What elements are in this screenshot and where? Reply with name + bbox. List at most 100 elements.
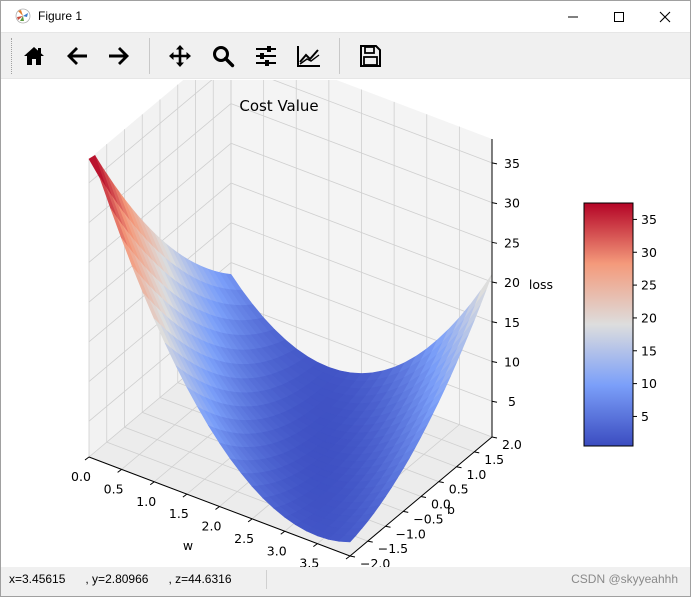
x-tick-label: 2.0 [202,519,222,534]
status-separator [266,570,267,589]
y-tick-label: −1.5 [378,541,408,556]
z-tick-label: 10 [504,355,520,370]
y-tick [349,555,356,558]
status-bar: x=3.45615 , y=2.80966 , z=44.6316 CSDN @… [1,567,690,596]
x-tick [345,555,351,560]
colorbar-tick-label: 35 [641,212,657,227]
z-tick [491,162,498,165]
magnifier-icon [213,46,235,68]
zoom-button[interactable] [207,40,239,72]
grid-line [230,142,493,243]
x-tick [149,481,155,486]
forward-button[interactable] [103,40,135,72]
grid-line [230,222,493,323]
y-tick-label: −0.5 [413,511,443,526]
figure-canvas[interactable]: 0.00.51.01.52.02.53.03.54.0−2.0−1.5−1.0−… [10,40,682,583]
x-tick-label: 1.0 [136,494,156,509]
maximize-button[interactable] [596,1,642,32]
z-tick-label: 35 [504,156,520,171]
close-button[interactable] [642,1,688,32]
y-tick [367,540,373,543]
x-tick [280,530,286,535]
colorbar-gradient [583,202,634,447]
home-icon [24,47,44,65]
y-tick-label: 0.0 [431,497,451,512]
x-tick [117,468,122,473]
y-tick-label: 1.0 [467,467,487,482]
z-axis-label: loss [529,277,553,292]
surface-patch [338,535,357,543]
y-tick-label: −2.0 [360,556,390,567]
matplotlib-logo-icon [15,8,31,24]
x-tick [313,543,318,548]
cursor-coordinates: x=3.45615 , y=2.80966 , z=44.6316 [9,572,232,586]
x-tick-label: 0.5 [104,481,124,496]
back-button[interactable] [61,40,93,72]
x-tick-label: 1.5 [169,506,189,521]
x-axis-label: w [183,538,193,553]
x-tick [182,493,188,498]
colorbar-tick-label: 20 [641,310,657,325]
axes-ticks: 0.00.51.01.52.02.53.03.54.0−2.0−1.5−1.0−… [71,156,522,583]
z-tick-label: 25 [504,235,520,250]
y-tick [420,496,427,498]
z-tick [491,361,498,363]
grid-line [88,63,232,184]
y-tick-label: 0.5 [449,482,469,497]
z-tick-label: 20 [504,275,520,290]
edit-axis-button[interactable] [293,40,325,72]
colorbar-tick-label: 5 [641,409,649,424]
colorbar: 5 10 15 20 25 30 35 [583,202,657,447]
chart-title: Cost Value [239,97,318,115]
window-title: Figure 1 [38,9,83,23]
floppy-disk-icon [360,45,381,67]
surface-plot-3d[interactable]: 0.00.51.01.52.02.53.03.54.0−2.0−1.5−1.0−… [10,40,682,583]
x-tick-label: 2.5 [234,531,254,546]
colorbar-tick-label: 15 [641,343,657,358]
y-tick [403,510,409,513]
navigation-toolbar [1,32,690,79]
z-tick [491,202,498,205]
y-tick-label: 2.0 [502,437,522,452]
y-tick-label: 1.5 [484,452,504,467]
sliders-icon [256,46,276,66]
colorbar-tick-label: 10 [641,376,657,391]
save-figure-button[interactable] [354,40,386,72]
colorbar-tick-label: 25 [641,278,657,293]
toolbar-grip[interactable] [11,38,14,74]
grid-line [230,63,493,164]
y-tick-label: −1.0 [396,526,426,541]
y-tick [385,525,391,528]
arrow-left-icon [67,47,87,65]
colorbar-tick-label: 30 [641,245,657,260]
z-tick-label: 5 [508,394,516,409]
configure-subplots-button[interactable] [250,40,282,72]
y-tick [456,466,462,469]
grid-line [230,301,493,402]
watermark: CSDN @skyyeahhh [571,572,678,586]
x-tick-label: 0.0 [71,469,91,484]
z-tick-label: 15 [504,315,520,330]
toolbar-separator [149,38,150,74]
arrow-right-icon [109,47,129,65]
z-tick [491,400,498,403]
grid-line [88,143,232,263]
title-bar[interactable]: Figure 1 [1,1,690,32]
maximize-icon [614,11,624,22]
z-tick [491,321,498,324]
home-button[interactable] [18,40,50,72]
z-tick [491,241,498,244]
pan-button[interactable] [164,40,196,72]
grid-line [230,182,493,283]
minimize-button[interactable] [550,1,596,32]
x-tick [84,456,90,461]
z-tick-label: 30 [504,196,520,211]
move-icon [169,45,191,67]
y-tick [491,436,498,439]
x-tick-label: 3.5 [299,556,319,567]
y-axis-label: b [447,502,455,517]
toolbar-separator [339,38,340,74]
y-tick [438,481,444,484]
close-icon [659,11,671,22]
